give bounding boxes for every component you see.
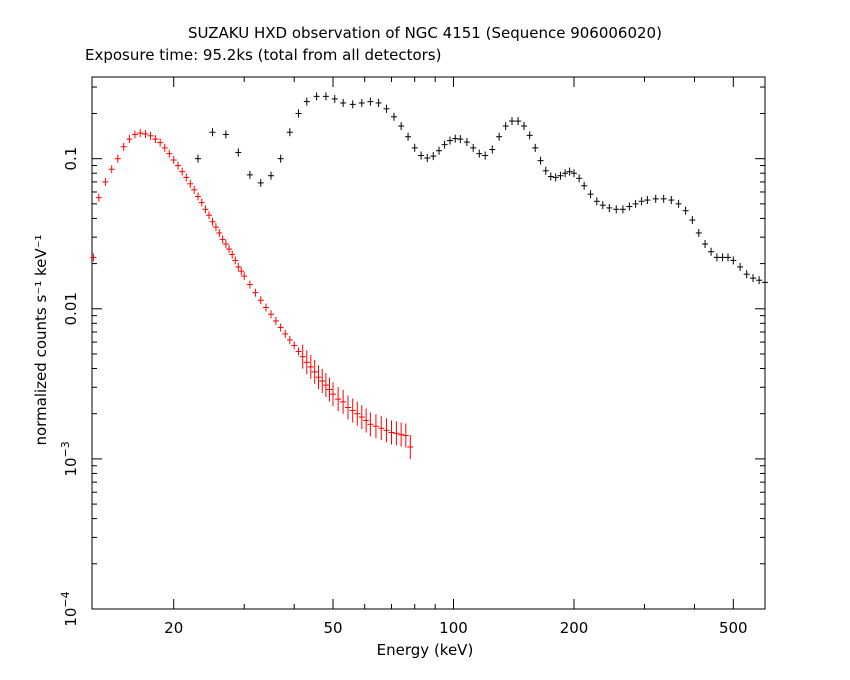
y-tick-label: 10−4	[59, 591, 80, 626]
x-tick-label: 50	[323, 619, 342, 637]
y-tick-label-base: 0.01	[62, 292, 80, 325]
series-0	[90, 129, 414, 460]
data-series	[90, 92, 768, 460]
x-axis: 20 50 100 200 500	[164, 77, 766, 637]
y-tick-label: 0.01	[62, 292, 80, 325]
x-axis-label: Energy (keV)	[377, 641, 474, 659]
x-tick-label: 500	[719, 619, 748, 637]
x-tick-label: 100	[439, 619, 468, 637]
y-tick-label: 0.1	[62, 147, 80, 171]
chart-subtitle: Exposure time: 95.2ks (total from all de…	[85, 46, 441, 64]
y-tick-label-base: 10	[62, 608, 80, 627]
y-tick-label-base: 0.1	[62, 147, 80, 171]
plot-frame	[91, 76, 766, 610]
y-axis-label: normalized counts s⁻¹ keV⁻¹	[32, 234, 50, 445]
chart-title: SUZAKU HXD observation of NGC 4151 (Sequ…	[188, 24, 662, 42]
x-tick-label: 20	[164, 619, 183, 637]
series-1	[195, 92, 768, 287]
y-tick-label-base: 10	[62, 457, 80, 476]
y-tick-label-exponent: −3	[59, 441, 72, 457]
x-tick-label: 200	[560, 619, 589, 637]
y-tick-label-exponent: −4	[59, 591, 72, 607]
y-tick-label: 10−3	[59, 441, 80, 476]
